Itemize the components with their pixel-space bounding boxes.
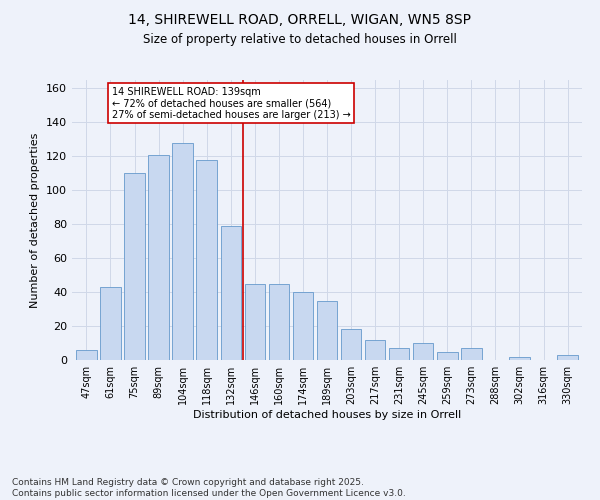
Bar (100, 287, 121, 360)
Bar (124, 174, 145, 360)
Y-axis label: Number of detached properties: Number of detached properties (31, 132, 40, 308)
Bar (557, 355, 578, 360)
Bar (148, 154, 169, 360)
Bar (76, 350, 97, 360)
Text: Contains HM Land Registry data © Crown copyright and database right 2025.
Contai: Contains HM Land Registry data © Crown c… (12, 478, 406, 498)
Bar (196, 160, 217, 360)
Bar (317, 300, 337, 360)
Bar (437, 352, 458, 360)
Bar (172, 143, 193, 360)
Text: Size of property relative to detached houses in Orrell: Size of property relative to detached ho… (143, 32, 457, 46)
Bar (245, 284, 265, 360)
Bar (389, 348, 409, 360)
Bar (269, 284, 289, 360)
Bar (461, 348, 482, 360)
Bar (413, 343, 433, 360)
Bar (341, 330, 361, 360)
Bar (365, 340, 385, 360)
Bar (221, 226, 241, 360)
Bar (509, 356, 530, 360)
Bar (293, 292, 313, 360)
X-axis label: Distribution of detached houses by size in Orrell: Distribution of detached houses by size … (193, 410, 461, 420)
Text: 14 SHIREWELL ROAD: 139sqm
← 72% of detached houses are smaller (564)
27% of semi: 14 SHIREWELL ROAD: 139sqm ← 72% of detac… (112, 87, 350, 120)
Text: 14, SHIREWELL ROAD, ORRELL, WIGAN, WN5 8SP: 14, SHIREWELL ROAD, ORRELL, WIGAN, WN5 8… (128, 12, 472, 26)
